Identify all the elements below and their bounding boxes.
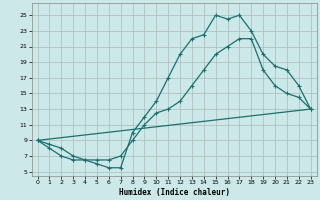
X-axis label: Humidex (Indice chaleur): Humidex (Indice chaleur) [119,188,229,197]
